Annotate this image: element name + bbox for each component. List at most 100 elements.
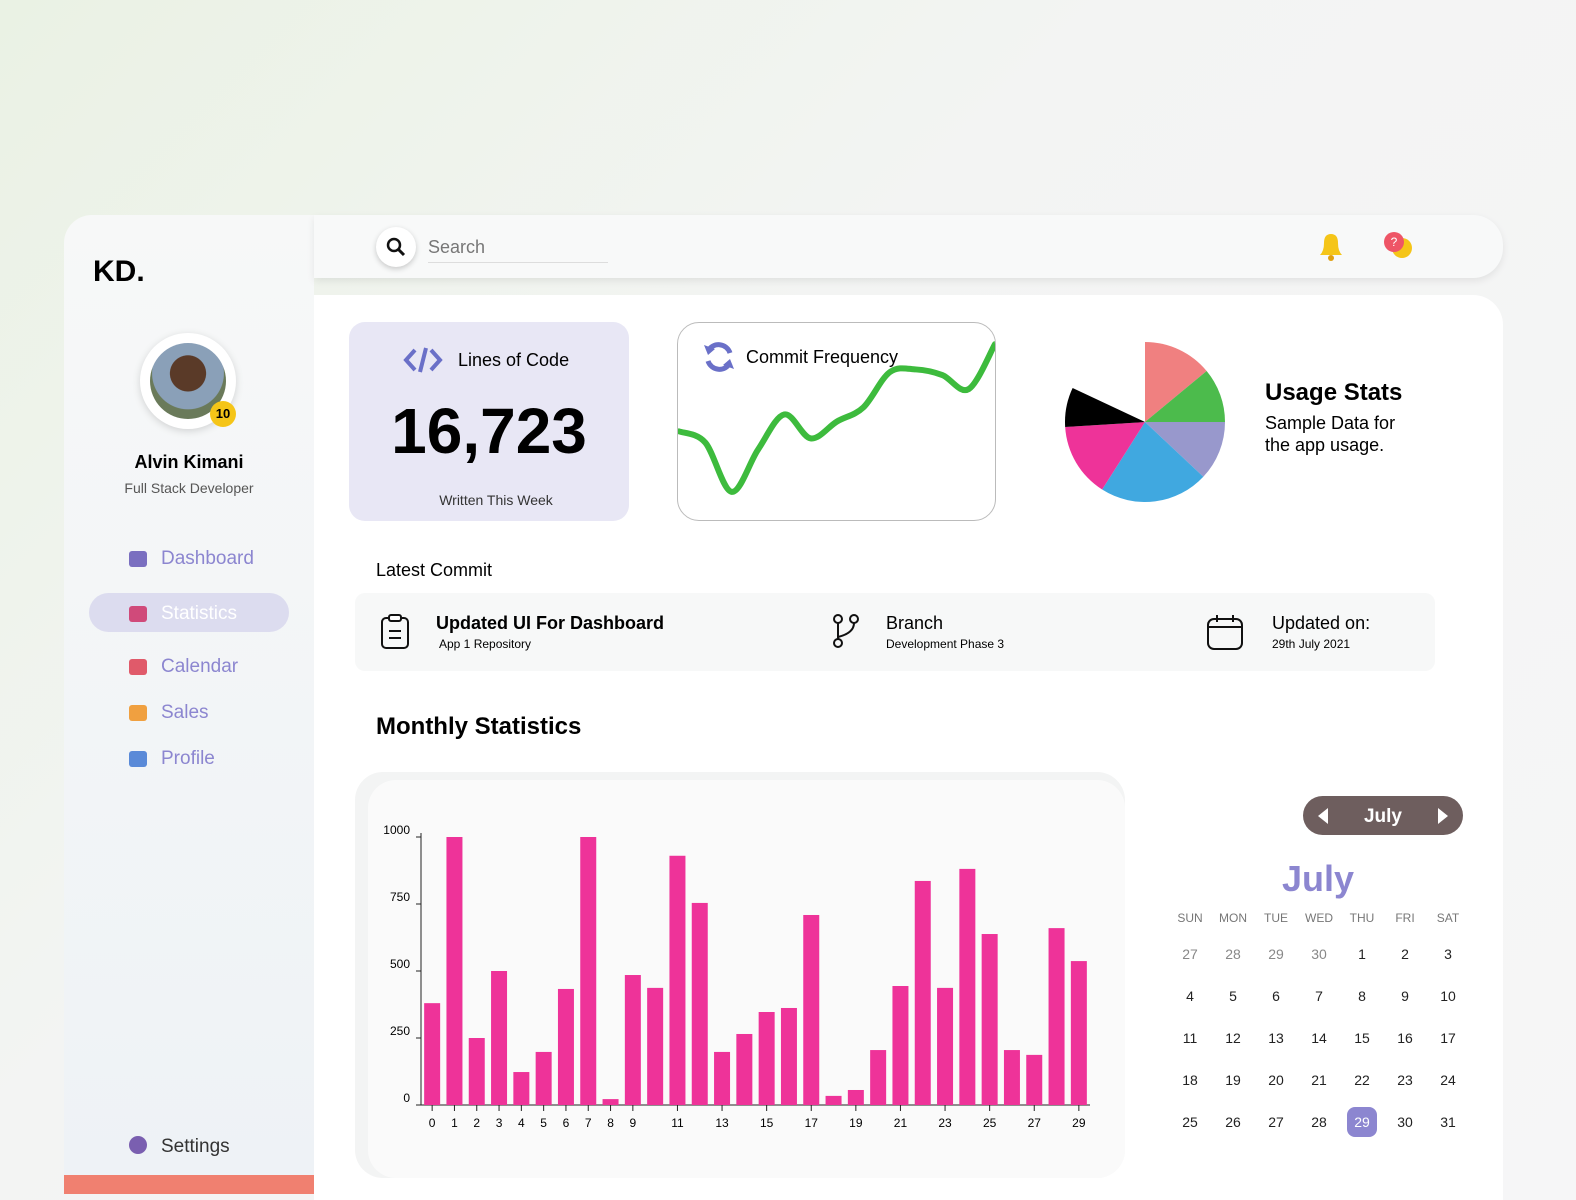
bar — [580, 837, 597, 1105]
day[interactable]: 23 — [1397, 1072, 1413, 1088]
nav-item[interactable]: Calendar — [161, 656, 239, 677]
x-tick-label: 2 — [473, 1116, 480, 1130]
day[interactable]: 10 — [1440, 988, 1456, 1004]
pie-slice — [1145, 371, 1225, 422]
day[interactable]: 24 — [1440, 1072, 1456, 1088]
prev-month[interactable] — [1315, 806, 1331, 826]
loc-title: Lines of Code — [458, 350, 570, 370]
nav-item[interactable]: Profile — [161, 748, 215, 769]
day[interactable]: 30 — [1311, 946, 1327, 962]
day[interactable]: 3 — [1444, 946, 1452, 962]
day[interactable]: 11 — [1182, 1030, 1198, 1046]
weekday: SAT — [1436, 911, 1460, 925]
search-button[interactable] — [376, 227, 416, 267]
day[interactable]: 8 — [1358, 988, 1366, 1004]
x-tick-label: 5 — [540, 1116, 547, 1130]
weekday: FRI — [1395, 911, 1415, 925]
search-icon — [386, 237, 406, 257]
bar — [669, 855, 686, 1105]
x-tick-label: 25 — [983, 1116, 997, 1130]
bar — [892, 986, 909, 1105]
bar — [446, 837, 463, 1105]
search-input[interactable]: Search — [428, 237, 608, 263]
day[interactable]: 4 — [1186, 988, 1194, 1004]
help-bubble[interactable]: ? — [1384, 232, 1412, 258]
pie-slice — [1102, 422, 1204, 502]
sidebar: KD. 10 Alvin Kimani Full Stack Developer… — [64, 215, 314, 1194]
settings[interactable]: Settings — [161, 1136, 230, 1157]
nav-icon — [129, 705, 147, 721]
x-tick-label: 15 — [760, 1116, 774, 1130]
commit-frequency-title: Commit Frequency — [746, 347, 899, 367]
pie-slice — [1145, 422, 1225, 477]
bar — [714, 1051, 731, 1105]
next-month[interactable] — [1435, 806, 1451, 826]
day[interactable]: 5 — [1229, 988, 1237, 1004]
x-tick-label: 11 — [671, 1116, 684, 1130]
nav-active — [89, 593, 289, 632]
day[interactable]: 29 — [1268, 946, 1284, 962]
bar — [758, 1012, 775, 1105]
usage-subtitle: Sample Data for the app usage. — [1265, 413, 1396, 455]
day[interactable]: 1 — [1358, 946, 1366, 962]
nav-item[interactable]: Statistics — [161, 603, 238, 624]
profile-name: Alvin Kimani — [134, 452, 244, 472]
x-tick-label: 27 — [1028, 1116, 1042, 1130]
x-tick-label: 29 — [1072, 1116, 1086, 1130]
bar — [825, 1095, 842, 1105]
pie-slice — [1065, 422, 1145, 490]
nav-item[interactable]: Sales — [161, 702, 209, 723]
day[interactable]: 16 — [1397, 1030, 1413, 1046]
bar — [535, 1051, 552, 1105]
updated-date: 29th July 2021 — [1272, 637, 1351, 651]
day[interactable]: 17 — [1440, 1030, 1456, 1046]
bar — [959, 868, 976, 1105]
day[interactable]: 30 — [1397, 1114, 1413, 1130]
bar — [424, 1003, 441, 1105]
bar — [803, 914, 820, 1105]
day[interactable]: 2 — [1401, 946, 1409, 962]
help-badge: ? — [1384, 232, 1404, 252]
day[interactable]: 13 — [1268, 1030, 1284, 1046]
nav-icon — [129, 551, 147, 567]
x-tick-label: 6 — [563, 1116, 570, 1130]
level-badge: 10 — [210, 401, 236, 427]
day[interactable]: 19 — [1225, 1072, 1241, 1088]
x-tick-label: 1 — [451, 1116, 458, 1130]
day[interactable]: 18 — [1182, 1072, 1198, 1088]
updated-label: Updated on: — [1272, 613, 1371, 633]
day[interactable]: 22 — [1354, 1072, 1370, 1088]
x-tick-label: 19 — [849, 1116, 863, 1130]
x-tick-label: 9 — [630, 1116, 637, 1130]
day[interactable]: 12 — [1225, 1030, 1241, 1046]
day[interactable]: 14 — [1311, 1030, 1327, 1046]
settings-icon — [129, 1136, 147, 1154]
day[interactable]: 26 — [1225, 1114, 1241, 1130]
day[interactable]: 28 — [1311, 1114, 1327, 1130]
day[interactable]: 28 — [1225, 946, 1241, 962]
bar — [647, 987, 664, 1105]
day[interactable]: 27 — [1268, 1114, 1284, 1130]
bar — [937, 987, 954, 1105]
weekday: WED — [1305, 911, 1333, 925]
day[interactable]: 27 — [1182, 946, 1198, 962]
day[interactable]: 29 — [1354, 1114, 1370, 1130]
day[interactable]: 25 — [1182, 1114, 1198, 1130]
calendar-month: July — [1281, 858, 1355, 899]
x-tick-label: 8 — [607, 1116, 614, 1130]
selected-day — [1347, 1107, 1377, 1137]
calendar-icon — [1207, 615, 1243, 650]
day[interactable]: 6 — [1272, 988, 1280, 1004]
bar — [557, 988, 574, 1105]
nav-item[interactable]: Dashboard — [161, 548, 254, 569]
day[interactable]: 9 — [1401, 988, 1409, 1004]
x-tick-label: 0 — [429, 1116, 436, 1130]
day[interactable]: 7 — [1315, 988, 1323, 1004]
day[interactable]: 20 — [1268, 1072, 1284, 1088]
day[interactable]: 21 — [1311, 1072, 1327, 1088]
day[interactable]: 31 — [1440, 1114, 1456, 1130]
bell-icon[interactable] — [1314, 229, 1348, 265]
day[interactable]: 15 — [1354, 1030, 1370, 1046]
